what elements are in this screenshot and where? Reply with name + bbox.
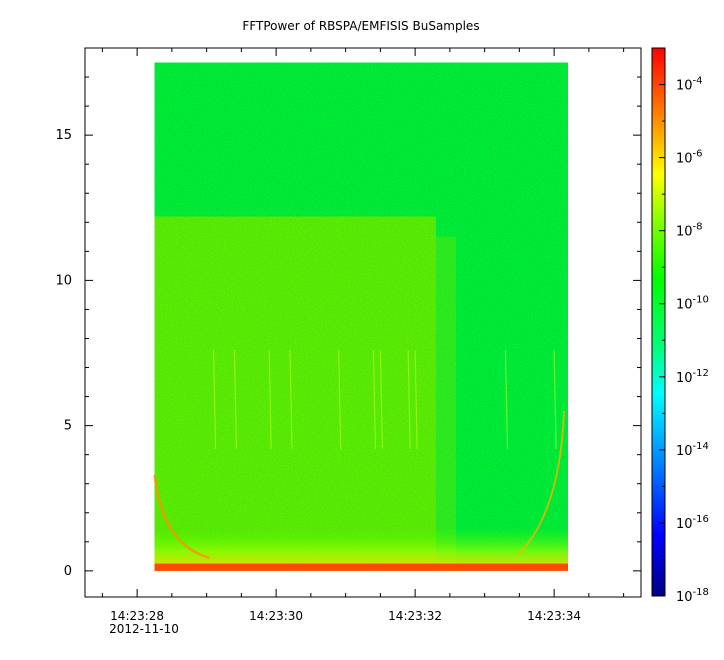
spectrogram-streak	[268, 350, 272, 449]
spectrogram-streak	[338, 350, 342, 449]
spectrogram-bottom-line	[154, 563, 569, 571]
colorbar	[651, 47, 666, 597]
y-tick-label: 0	[64, 564, 72, 579]
colorbar-tick-label: 10-10	[676, 295, 709, 313]
x-tick-label: 14:23:30	[249, 609, 303, 623]
spectrogram-streak	[504, 350, 509, 449]
x-tick-label: 14:23:28	[110, 609, 164, 623]
spectrogram-streak	[212, 350, 217, 449]
colorbar-axis: 10-18 10-16 10-14 10-12 10-10 10-8 10-6 10-4	[659, 47, 709, 605]
colorbar-tick-label: 10-14	[676, 441, 709, 459]
x-tick-label: 14:23:34	[527, 609, 581, 623]
colorbar-tick-label: 10-8	[676, 222, 703, 240]
spectrogram-streak	[372, 350, 377, 449]
y-tick-label: 10	[55, 273, 72, 288]
x-tick-label: 14:23:32	[388, 609, 442, 623]
x-axis-date-label: 2012-11-10	[109, 622, 179, 636]
spectrogram-streak	[379, 350, 383, 449]
spectrogram-noise	[154, 62, 569, 571]
y-axis: 0 5 10 15	[55, 76, 641, 579]
y-tick-label: 5	[64, 419, 72, 434]
colorbar-tick-label: 10-18	[676, 587, 709, 605]
spectrogram-streak	[407, 350, 411, 449]
colorbar-tick-label: 10-4	[676, 76, 703, 94]
spectrogram-image	[153, 62, 569, 571]
y-tick-label: 15	[55, 128, 72, 143]
spectrogram-streak	[553, 350, 557, 449]
x-axis: 14:23:28 14:23:30 14:23:32 14:23:34	[101, 48, 625, 623]
spectrogram-streak	[233, 350, 238, 449]
spectrogram-dispersive-curve	[517, 411, 565, 556]
colorbar-tick-label: 10-6	[676, 149, 703, 167]
chart-title: FFTPower of RBSPA/EMFISIS BuSamples	[242, 19, 479, 33]
spectrogram-dispersive-curve	[153, 474, 210, 559]
spectrogram-streak	[289, 350, 293, 449]
colorbar-tick-label: 10-16	[676, 514, 709, 532]
colorbar-tick-label: 10-12	[676, 368, 709, 386]
spectrogram-streak	[414, 350, 418, 449]
